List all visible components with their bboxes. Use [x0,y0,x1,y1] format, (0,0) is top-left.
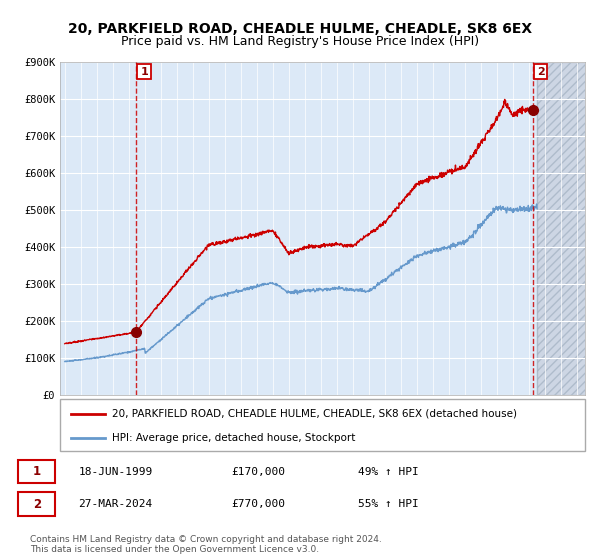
Bar [537,62,593,395]
Text: HPI: Average price, detached house, Stockport: HPI: Average price, detached house, Stoc… [113,433,356,443]
Text: £770,000: £770,000 [231,499,285,509]
Text: 1: 1 [33,465,41,478]
Text: 1: 1 [140,67,148,77]
Bar [537,62,593,395]
Text: 2: 2 [536,67,544,77]
Text: 18-JUN-1999: 18-JUN-1999 [78,467,152,477]
Text: 49% ↑ HPI: 49% ↑ HPI [358,467,418,477]
Text: 2: 2 [33,497,41,511]
FancyBboxPatch shape [18,492,55,516]
Text: 20, PARKFIELD ROAD, CHEADLE HULME, CHEADLE, SK8 6EX: 20, PARKFIELD ROAD, CHEADLE HULME, CHEAD… [68,22,532,36]
Text: 27-MAR-2024: 27-MAR-2024 [78,499,152,509]
FancyBboxPatch shape [18,460,55,483]
Text: Contains HM Land Registry data © Crown copyright and database right 2024.
This d: Contains HM Land Registry data © Crown c… [30,535,382,554]
Text: 20, PARKFIELD ROAD, CHEADLE HULME, CHEADLE, SK8 6EX (detached house): 20, PARKFIELD ROAD, CHEADLE HULME, CHEAD… [113,409,517,419]
Text: Price paid vs. HM Land Registry's House Price Index (HPI): Price paid vs. HM Land Registry's House … [121,35,479,48]
Text: 55% ↑ HPI: 55% ↑ HPI [358,499,418,509]
Bar [57,62,537,395]
FancyBboxPatch shape [60,399,585,451]
Text: £170,000: £170,000 [231,467,285,477]
